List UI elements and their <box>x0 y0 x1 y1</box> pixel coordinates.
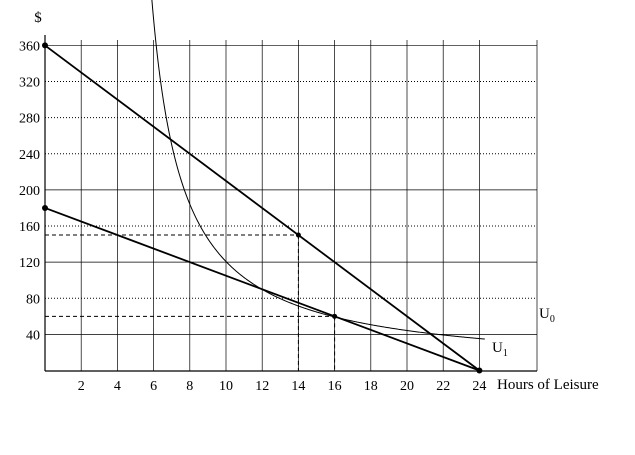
y-tick-label-120: 120 <box>19 256 40 271</box>
grid-lines <box>45 40 538 371</box>
dashed-guides <box>45 234 336 371</box>
x-tick-label-22: 22 <box>436 379 450 394</box>
y-tick-label-240: 240 <box>19 148 40 163</box>
y-axis-label: $ <box>34 10 42 26</box>
tick-labels: 2 4 6 8 10 12 14 16 18 20 22 2440801201602002402803… <box>19 39 486 394</box>
x-tick-label-4: 4 <box>114 379 121 394</box>
curve-label-u0: U0 <box>539 306 555 325</box>
y-tick-label-320: 320 <box>19 76 40 91</box>
curve-label-u1-sub: 1 <box>503 348 508 359</box>
endpoint-1 <box>42 204 48 211</box>
tangency-point-0 <box>295 232 301 238</box>
curve-label-u0-main: U <box>539 306 550 322</box>
y-tick-label-40: 40 <box>26 328 40 343</box>
x-tick-label-2: 2 <box>78 379 85 394</box>
curve-label-u0-sub: 0 <box>550 314 555 325</box>
x-axis-label: Hours of Leisure <box>497 377 599 393</box>
indifference-curve-u1 <box>151 0 485 340</box>
endpoint-2 <box>476 367 483 374</box>
endpoint-0 <box>42 42 48 49</box>
y-tick-label-280: 280 <box>19 112 40 127</box>
y-tick-label-80: 80 <box>26 292 40 307</box>
x-tick-label-16: 16 <box>328 379 342 394</box>
x-tick-label-8: 8 <box>186 379 193 394</box>
indifference-curves <box>151 0 485 340</box>
points <box>42 42 483 374</box>
x-tick-label-10: 10 <box>219 379 233 394</box>
x-tick-label-20: 20 <box>400 379 414 394</box>
curve-label-u1-main: U <box>492 340 503 356</box>
x-tick-label-12: 12 <box>255 379 269 394</box>
axes <box>44 35 537 372</box>
x-tick-label-24: 24 <box>472 379 486 394</box>
y-tick-label-160: 160 <box>19 220 40 235</box>
budget-line-0 <box>44 44 480 372</box>
tangency-point-1 <box>332 313 338 319</box>
x-tick-label-18: 18 <box>364 379 378 394</box>
curve-label-u1: U1 <box>492 340 508 359</box>
x-tick-label-14: 14 <box>291 379 305 394</box>
x-tick-label-6: 6 <box>150 379 157 394</box>
y-tick-label-200: 200 <box>19 184 40 199</box>
y-tick-label-360: 360 <box>19 39 40 54</box>
